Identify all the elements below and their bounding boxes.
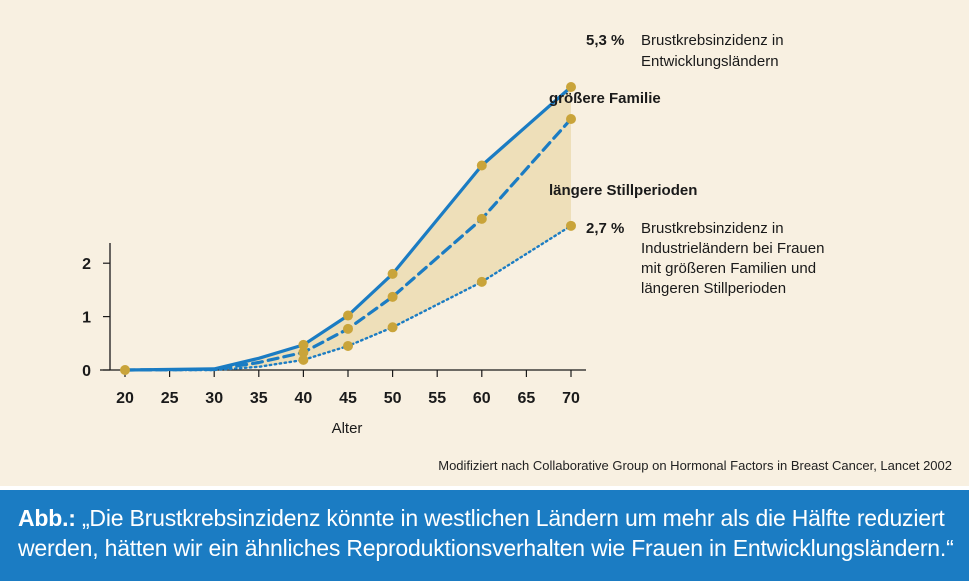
data-point-solid xyxy=(343,310,353,321)
data-point-solid xyxy=(120,365,130,375)
data-point-dotted xyxy=(566,220,576,231)
data-point-dotted xyxy=(387,322,398,333)
bottom-annotation-line: mit größeren Familien und xyxy=(641,260,816,277)
data-point-dashed xyxy=(343,323,353,334)
data-point-dashed xyxy=(387,291,398,302)
data-point-dotted xyxy=(476,276,487,287)
x-tick-label: 60 xyxy=(473,390,491,407)
data-point-dashed xyxy=(566,114,576,125)
shaded-band xyxy=(125,87,571,370)
x-tick-label: 40 xyxy=(295,390,313,407)
y-tick-label: 0 xyxy=(82,363,91,380)
x-tick-label: 25 xyxy=(161,390,179,407)
bottom-value-label: 2,7 % xyxy=(586,220,624,237)
data-point-dotted xyxy=(343,340,353,351)
data-point-solid xyxy=(298,339,309,350)
caption-line-1: „Die Brustkrebsinzidenz könnte in westli… xyxy=(81,505,945,531)
x-tick-label: 35 xyxy=(250,390,268,407)
x-tick-label: 65 xyxy=(518,390,536,407)
top-value-label: 5,3 % xyxy=(586,32,624,49)
data-point-dashed xyxy=(476,213,487,224)
data-point-solid xyxy=(476,160,487,171)
data-point-solid xyxy=(566,81,576,92)
x-tick-label: 30 xyxy=(205,390,223,407)
data-point-dotted xyxy=(298,354,309,365)
top-annotation-line: Entwicklungsländern xyxy=(641,53,779,70)
series-line-dotted xyxy=(123,224,573,372)
bottom-annotation-line: Industrieländern bei Frauen xyxy=(641,240,824,257)
caption-label: Abb.: xyxy=(18,505,76,531)
x-tick-label: 70 xyxy=(562,390,580,407)
bottom-annotation-line: Brustkrebsinzidenz in xyxy=(641,220,784,237)
x-tick-label: 20 xyxy=(116,390,134,407)
caption-line-2: werden, hätten wir ein ähnliches Reprodu… xyxy=(18,535,954,561)
longer-breastfeeding-label: längere Stillperioden xyxy=(549,182,697,199)
x-tick-label: 50 xyxy=(384,390,402,407)
chart: 20 25 30 35 40 45 50 55 60 65 70 0 1 2 Alter 5,3 % Brus… xyxy=(82,32,824,437)
caption-bar: Abb.: „Die Brustkrebsinzidenz könnte in … xyxy=(0,486,969,581)
x-tick-label: 45 xyxy=(339,390,357,407)
larger-family-label: größere Familie xyxy=(549,90,661,107)
bottom-annotation-line: längeren Stillperioden xyxy=(641,280,786,297)
x-axis-title: Alter xyxy=(332,420,363,437)
x-tick-label: 55 xyxy=(428,390,446,407)
y-tick-label: 1 xyxy=(82,310,91,327)
top-annotation-line: Brustkrebsinzidenz in xyxy=(641,32,784,49)
data-point-dashed xyxy=(298,347,309,358)
data-point-solid xyxy=(387,268,398,279)
y-tick-label: 2 xyxy=(82,256,91,273)
source-note: Modifiziert nach Collaborative Group on … xyxy=(438,458,952,473)
